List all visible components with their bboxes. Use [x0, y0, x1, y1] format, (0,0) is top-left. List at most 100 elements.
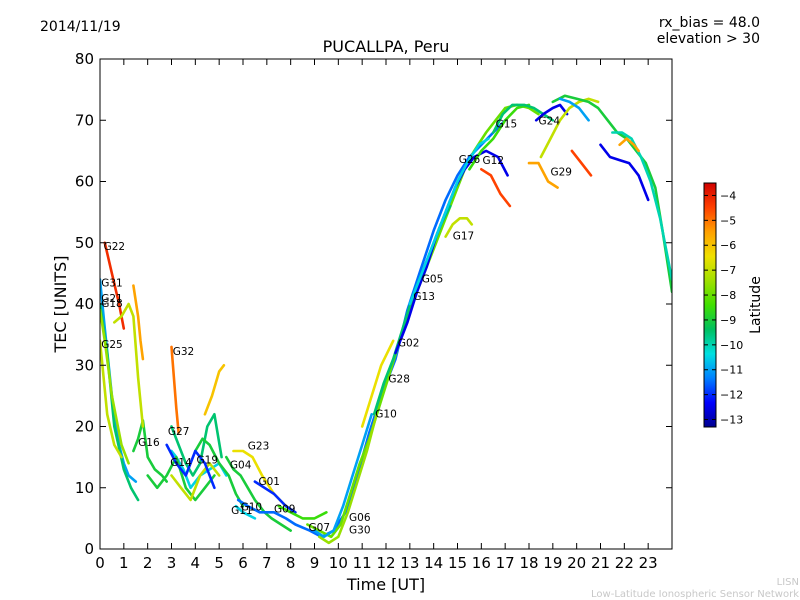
trace-g22b [599, 143, 650, 202]
trace-g13 [394, 149, 509, 355]
x-axis: 0 1 2 3 4 5 6 7 8 9 10 11 12 13 14 15 16 17 18 19 20 21 22 23 [95, 59, 658, 572]
prn-label: G18 [101, 298, 123, 310]
tec-traces [100, 94, 672, 545]
prn-label: G14 [170, 457, 192, 469]
prn-label: G24 [539, 115, 561, 127]
x-tick-label: 18 [519, 554, 538, 572]
colorbar-tick-label: −6 [720, 239, 736, 252]
x-tick-label: 13 [400, 554, 419, 572]
x-tick-label: 23 [639, 554, 658, 572]
x-tick-label: 11 [353, 554, 372, 572]
colorbar-ticks: −4 −5 −6 −7 −8 −9 −10 −11 −12 −13 [704, 189, 743, 427]
prn-label: G09 [274, 504, 296, 516]
trace-g32b [203, 364, 226, 416]
trace-g01 [253, 480, 297, 514]
x-tick-label: 10 [329, 554, 348, 572]
prn-label: G28 [388, 374, 410, 386]
x-tick-label: 0 [95, 554, 105, 572]
x-tick-label: 21 [591, 554, 610, 572]
trace-g10 [236, 119, 507, 539]
x-tick-label: 19 [543, 554, 562, 572]
y-tick-label: 80 [75, 50, 94, 68]
trace-g29 [527, 161, 559, 189]
y-tick-label: 30 [75, 356, 94, 374]
x-tick-label: 4 [191, 554, 201, 572]
chart-title: PUCALLPA, Peru [323, 37, 450, 56]
prn-label: G15 [496, 118, 517, 130]
x-tick-label: 8 [286, 554, 296, 572]
x-tick-label: 16 [472, 554, 491, 572]
prn-label: G06 [349, 512, 371, 524]
prn-label: G21 [101, 293, 123, 305]
x-tick-label: 14 [424, 554, 443, 572]
trace-g26 [468, 103, 531, 171]
trace-g06 [318, 413, 378, 545]
prn-label: G17 [453, 230, 475, 242]
elevation-label: elevation > 30 [657, 31, 760, 47]
trace-g14b [618, 137, 640, 153]
trace-g17 [444, 217, 474, 238]
prn-label: G29 [550, 167, 572, 179]
trace-g30 [313, 413, 373, 539]
prn-label: G26 [459, 154, 481, 166]
x-tick-label: 20 [567, 554, 586, 572]
date-label: 2014/11/19 [40, 19, 121, 35]
y-tick-label: 60 [75, 173, 94, 191]
trace-g24 [534, 103, 569, 122]
trace-g27 [170, 413, 223, 477]
prn-label: G16 [138, 437, 160, 449]
footer-network: Low-Latitude Ionospheric Sensor Network [591, 589, 799, 600]
prn-label: G02 [398, 338, 420, 350]
y-axis-label: TEC [UNITS] [51, 256, 70, 354]
trace-g28b [146, 455, 216, 502]
trace-g04 [225, 455, 292, 532]
prn-label: G23 [248, 440, 270, 452]
x-tick-label: 17 [496, 554, 515, 572]
bias-label: rx_bias = 48.0 [659, 15, 760, 31]
y-tick-label: 50 [75, 234, 94, 252]
x-tick-label: 3 [167, 554, 177, 572]
colorbar-tick-label: −10 [720, 339, 743, 352]
prn-label: G13 [413, 291, 435, 303]
trace-g08 [558, 97, 590, 122]
prn-label: G32 [173, 346, 195, 358]
trace-g18 [100, 308, 130, 465]
trace-g31b [611, 131, 672, 281]
prn-label: G12 [483, 155, 505, 167]
prn-label: G10 [375, 409, 397, 421]
x-tick-label: 15 [448, 554, 467, 572]
colorbar-tick-label: −11 [720, 364, 743, 377]
y-tick-label: 20 [75, 418, 94, 436]
y-axis: 0 10 20 30 40 50 60 70 80 [75, 50, 672, 558]
prn-label: G25 [101, 339, 123, 351]
trace-g19 [194, 437, 245, 508]
trace-g21b [132, 284, 145, 361]
prn-label: G05 [422, 273, 444, 285]
prn-label: G11 [231, 505, 253, 517]
y-tick-label: 40 [75, 295, 94, 313]
prn-label: G30 [349, 524, 371, 536]
colorbar-tick-label: −5 [720, 214, 736, 227]
trace-g05 [408, 137, 490, 306]
colorbar-tick-label: −4 [720, 189, 736, 202]
colorbar-tick-label: −7 [720, 264, 736, 277]
prn-label: G31 [101, 278, 123, 290]
colorbar-label: Latitude [748, 276, 764, 334]
x-tick-label: 22 [615, 554, 634, 572]
colorbar-tick-label: −9 [720, 314, 736, 327]
x-tick-label: 6 [238, 554, 248, 572]
trace-g11 [234, 504, 257, 520]
trace-g25b [170, 462, 221, 502]
y-tick-label: 10 [75, 479, 94, 497]
x-tick-label: 12 [376, 554, 395, 572]
x-tick-label: 1 [119, 554, 129, 572]
prn-label: G07 [309, 522, 331, 534]
trace-g09 [277, 504, 328, 520]
trace-g32 [170, 345, 180, 434]
prn-label: G04 [230, 459, 252, 471]
colorbar-tick-label: −12 [720, 389, 743, 402]
x-tick-label: 5 [214, 554, 224, 572]
x-tick-label: 7 [262, 554, 272, 572]
